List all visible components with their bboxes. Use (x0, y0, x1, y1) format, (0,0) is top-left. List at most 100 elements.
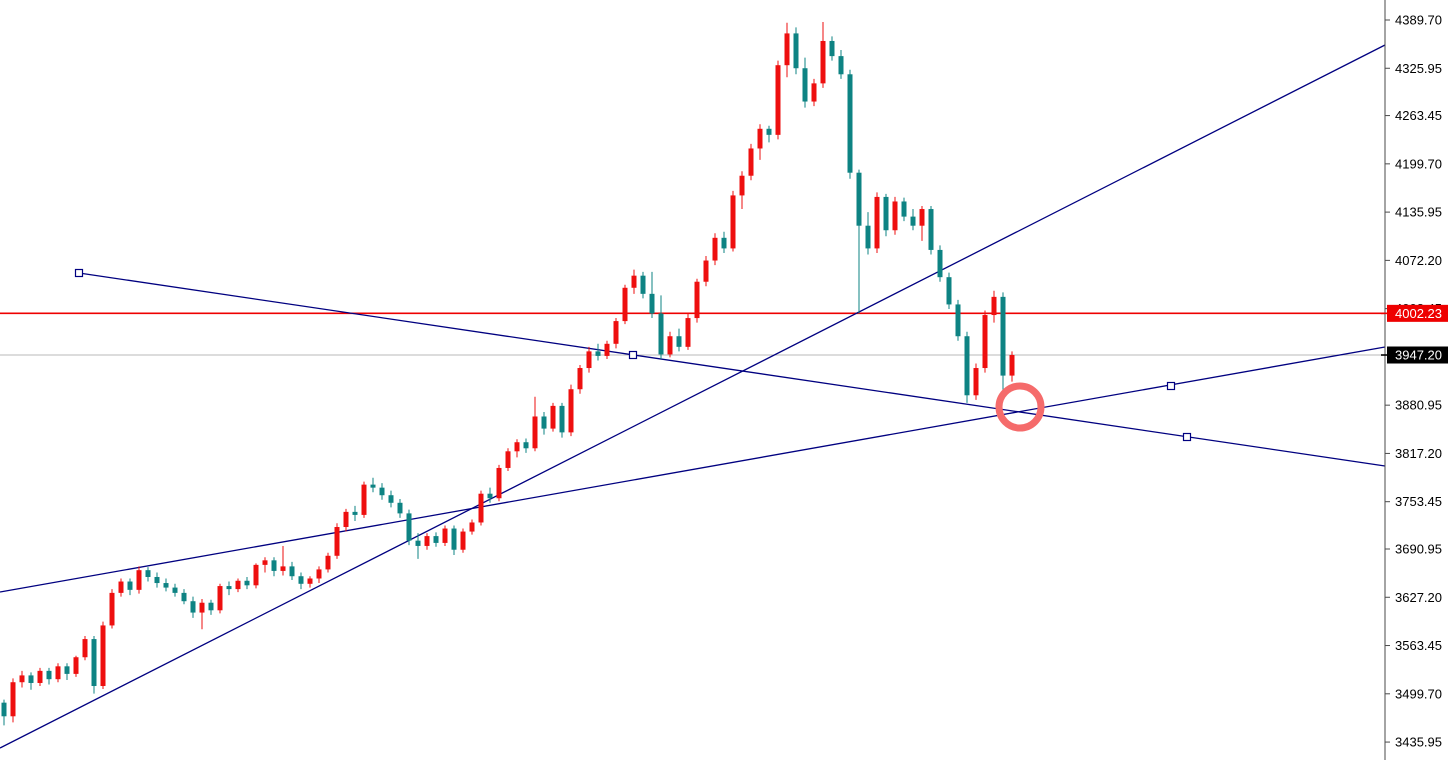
candle-bear (838, 56, 844, 75)
trendline-descending[interactable] (78, 272, 1386, 467)
candle-bull (316, 569, 322, 579)
candle-bull (100, 625, 106, 687)
candle-bull (784, 33, 790, 66)
candle-bear (964, 336, 970, 396)
candle-bear (766, 128, 772, 135)
candle-bear (658, 313, 664, 355)
candle-bull (568, 389, 574, 433)
candle-bear (91, 639, 97, 687)
candle-bull (919, 209, 925, 226)
candle-bear (163, 583, 169, 588)
axis-tick-label: 3563.45 (1395, 638, 1442, 653)
candle-bear (883, 196, 889, 231)
candle-bull (496, 467, 502, 499)
candle-bull (442, 528, 448, 543)
candle-bear (865, 225, 871, 249)
axis-tick-label: 3499.70 (1395, 686, 1442, 701)
axis-tick-label: 3435.95 (1395, 735, 1442, 750)
candle-bull (514, 442, 520, 452)
candle-bear (172, 587, 178, 593)
trendline-handle[interactable] (628, 350, 638, 360)
candle-bull (685, 318, 691, 347)
candle-bear (28, 675, 34, 683)
candle-bull (874, 196, 880, 249)
axis-tick-label: 4199.70 (1395, 156, 1442, 171)
candle-bear (208, 602, 214, 611)
candle-bear (415, 540, 421, 546)
axis-tick-label: 4389.70 (1395, 13, 1442, 28)
candle-bear (541, 416, 547, 429)
candle-bull (73, 657, 79, 674)
candle-bear (928, 209, 934, 250)
candle-bear (937, 249, 943, 278)
axis-tick-label: 4325.95 (1395, 61, 1442, 76)
candle-bear (676, 336, 682, 347)
candle-bear (145, 570, 151, 577)
candle-bull (604, 343, 610, 356)
axis-tick-label: 3817.20 (1395, 446, 1442, 461)
trendline-handle[interactable] (1182, 432, 1192, 442)
candle-bull (460, 531, 466, 550)
candle-bull (811, 83, 817, 102)
candle-bear (181, 592, 187, 602)
candle-bear (352, 511, 358, 515)
candle-bear (1, 702, 7, 717)
candle-bear (640, 275, 646, 294)
candle-bear (856, 172, 862, 226)
price-axis-background (1386, 0, 1448, 760)
candle-bull (892, 201, 898, 231)
candle-bear (298, 576, 304, 584)
candle-bull (262, 560, 268, 565)
candle-bull (982, 315, 988, 369)
candle-bull (622, 287, 628, 322)
candle-bull (343, 511, 349, 528)
axis-tick-label: 4135.95 (1395, 205, 1442, 220)
candle-bear (289, 566, 295, 577)
trendline-handle[interactable] (1166, 381, 1176, 391)
candle-bull (55, 666, 61, 680)
candle-bear (190, 601, 196, 613)
candle-bear (244, 580, 250, 586)
candle-bear (901, 201, 907, 217)
candle-bear (523, 442, 529, 449)
candle-bear (721, 237, 727, 249)
candle-bull (748, 148, 754, 176)
candle-bear (847, 74, 853, 173)
candle-bear (370, 484, 376, 488)
candle-bear (451, 528, 457, 550)
candle-bear (910, 216, 916, 226)
trendline-ascending-shallow[interactable] (0, 346, 1386, 593)
axis-tick-label: 3880.95 (1395, 398, 1442, 413)
axis-tick-label: 4072.20 (1395, 253, 1442, 268)
candle-bull (325, 555, 331, 570)
axis-tick-label: 3690.95 (1395, 542, 1442, 557)
candle-bull (577, 368, 583, 390)
candle-bull (820, 40, 826, 84)
candle-bear (46, 670, 52, 680)
candle-bull (199, 602, 205, 613)
last-price-badge-label: 3947.20 (1395, 348, 1442, 363)
candle-bear (397, 502, 403, 514)
candle-bear (271, 560, 277, 571)
candle-bear (793, 33, 799, 69)
candle-bear (406, 513, 412, 541)
circle-annotation[interactable] (995, 382, 1045, 432)
candle-bear (388, 495, 394, 503)
candle-bull (217, 586, 223, 611)
candle-bull (613, 321, 619, 344)
candle-bear (226, 586, 232, 590)
candle-bull (307, 578, 313, 584)
last-price-badge (1387, 346, 1448, 364)
candle-bear (379, 487, 385, 496)
axis-tick-label: 4263.45 (1395, 108, 1442, 123)
trendline-handle[interactable] (74, 268, 84, 278)
candle-bull (757, 128, 763, 149)
candle-bear (946, 277, 952, 305)
resistance-price-badge (1387, 304, 1448, 322)
candle-bull (631, 275, 637, 288)
trendline-ascending-steep[interactable] (0, 44, 1386, 749)
candle-bull (703, 260, 709, 282)
candle-bull (82, 639, 88, 658)
